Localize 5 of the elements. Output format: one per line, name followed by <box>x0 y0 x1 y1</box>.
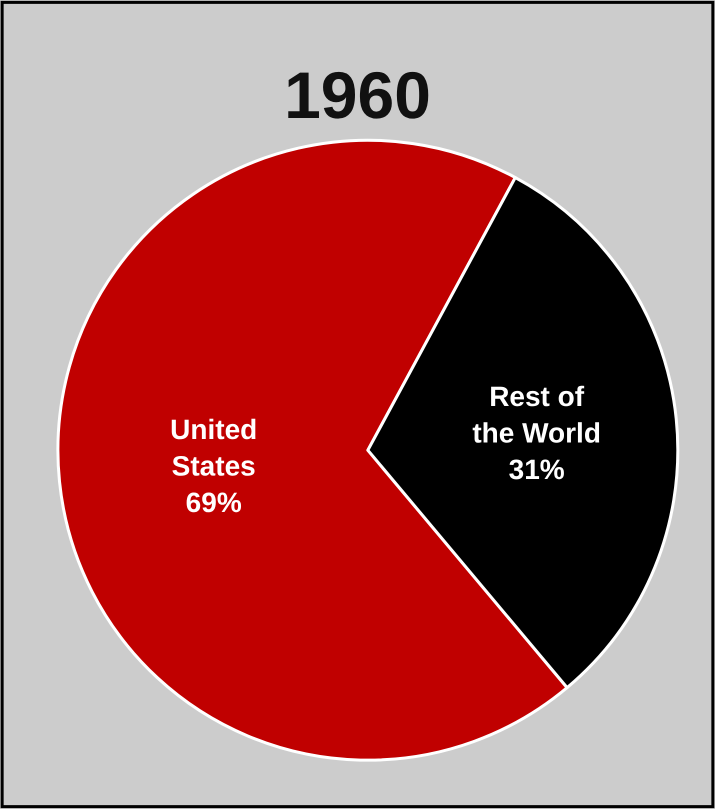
data-label: 69% <box>186 486 242 518</box>
data-label: 31% <box>508 454 565 485</box>
chart-title: 1960 <box>284 58 431 132</box>
slice-label: United States <box>170 414 258 482</box>
slice-label: Rest of the World <box>472 381 601 449</box>
